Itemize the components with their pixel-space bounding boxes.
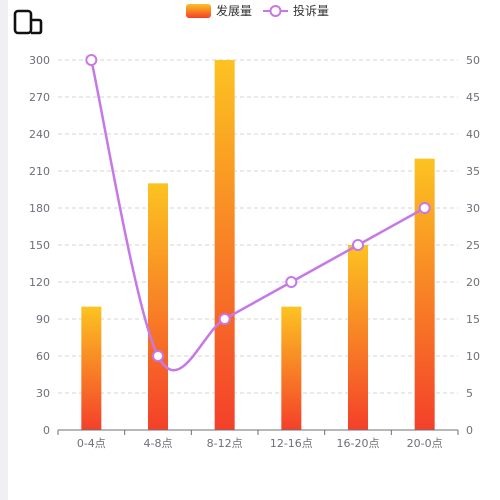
y-left-tick-label: 90 bbox=[36, 313, 50, 326]
line-point[interactable] bbox=[285, 276, 298, 288]
x-tick-label: 8-12点 bbox=[207, 437, 243, 450]
y-right-tick-label: 0 bbox=[466, 424, 473, 437]
y-right-tick-label: 50 bbox=[466, 54, 480, 67]
y-right-tick-label: 5 bbox=[466, 387, 473, 400]
y-right-tick-label: 15 bbox=[466, 313, 480, 326]
x-tick-label: 4-8点 bbox=[144, 437, 173, 450]
y-left-tick-label: 210 bbox=[29, 165, 50, 178]
line-point[interactable] bbox=[152, 350, 164, 362]
y-left-tick-label: 30 bbox=[36, 387, 50, 400]
y-left-tick-label: 300 bbox=[29, 54, 50, 67]
bar[interactable] bbox=[148, 183, 168, 430]
y-left-tick-label: 150 bbox=[29, 239, 50, 252]
y-left-tick-label: 60 bbox=[36, 350, 50, 363]
legend-bar-label: 发展量 bbox=[216, 3, 252, 18]
bar[interactable] bbox=[414, 158, 435, 430]
bar[interactable] bbox=[281, 306, 302, 430]
legend-item-bar[interactable]: 发展量 bbox=[186, 3, 252, 18]
line-point[interactable] bbox=[85, 54, 98, 66]
legend: 发展量 投诉量 bbox=[186, 3, 329, 18]
x-tick-label: 0-4点 bbox=[77, 437, 106, 450]
device-toggle-icon[interactable] bbox=[12, 9, 44, 35]
legend-line-marker bbox=[269, 5, 282, 17]
y-left-tick-label: 270 bbox=[29, 91, 50, 104]
y-left-tick-label: 0 bbox=[43, 424, 50, 437]
y-right-tick-label: 25 bbox=[466, 239, 480, 252]
legend-item-line[interactable]: 投诉量 bbox=[263, 3, 329, 18]
series-line bbox=[90, 59, 426, 372]
y-right-tick-label: 30 bbox=[466, 202, 480, 215]
y-right-tick-label: 40 bbox=[466, 128, 480, 141]
y-right-tick-label: 35 bbox=[466, 165, 480, 178]
legend-bar-swatch bbox=[186, 4, 211, 18]
x-tick-label: 12-16点 bbox=[270, 437, 313, 450]
line-point[interactable] bbox=[352, 239, 364, 251]
x-tick-label: 16-20点 bbox=[337, 437, 380, 450]
bar[interactable] bbox=[81, 306, 102, 430]
y-right-tick-label: 45 bbox=[466, 91, 480, 104]
x-tick-label: 20-0点 bbox=[407, 437, 443, 450]
y-right-tick-label: 10 bbox=[466, 350, 480, 363]
y-left-tick-label: 240 bbox=[29, 128, 50, 141]
bar[interactable] bbox=[348, 245, 368, 430]
line-point[interactable] bbox=[218, 313, 231, 325]
bar[interactable] bbox=[214, 60, 235, 430]
legend-line-label: 投诉量 bbox=[293, 3, 329, 18]
left-edge-strip bbox=[0, 0, 8, 500]
y-left-tick-label: 180 bbox=[29, 202, 50, 215]
line-point[interactable] bbox=[418, 202, 431, 214]
y-right-tick-label: 20 bbox=[466, 276, 480, 289]
y-left-tick-label: 120 bbox=[29, 276, 50, 289]
